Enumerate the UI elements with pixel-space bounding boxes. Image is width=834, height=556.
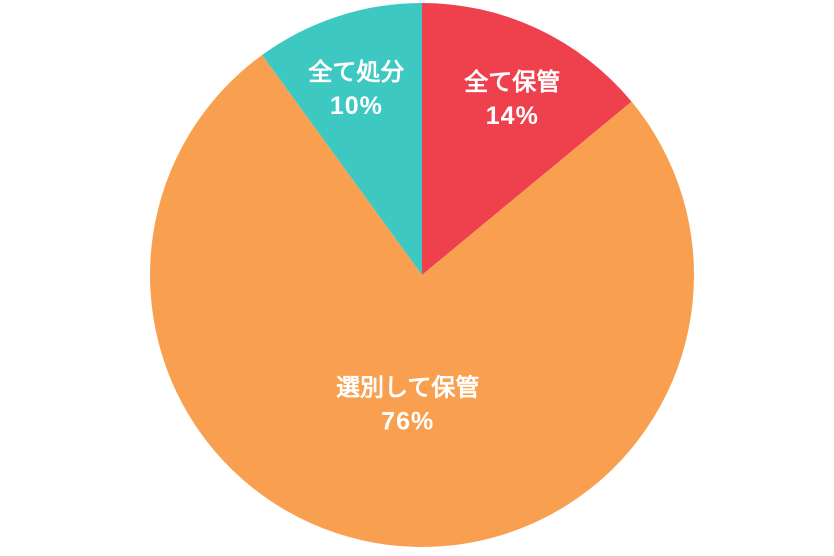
pie-labels-group: 全て保管 14% 選別して保管 76% 全て処分 10%	[307, 58, 560, 435]
slice-label-1: 全て保管	[463, 68, 560, 96]
slice-label-2: 選別して保管	[336, 373, 479, 401]
slice-percent-1: 14%	[486, 102, 539, 130]
pie-slice-3	[262, 3, 422, 275]
slice-percent-2: 76%	[381, 407, 434, 435]
slice-percent-3: 10%	[330, 92, 383, 120]
slice-label-3: 全て処分	[307, 58, 404, 86]
pie-slice-1	[422, 3, 632, 275]
pie-slices-group	[150, 3, 695, 548]
pie-slice-2	[150, 54, 695, 548]
